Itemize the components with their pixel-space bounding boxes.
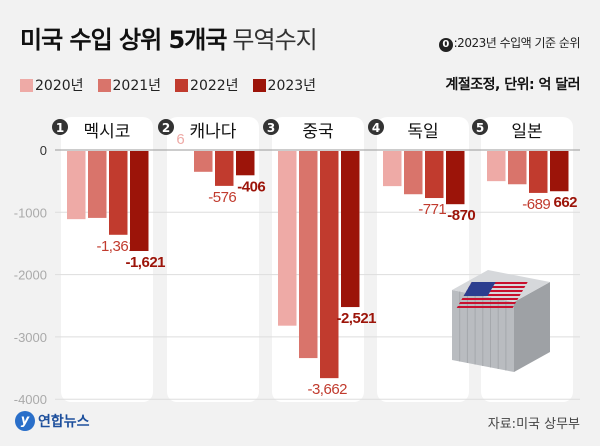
container-side bbox=[514, 282, 550, 372]
rank-badge-icon bbox=[52, 119, 68, 135]
rank-number: 1 bbox=[56, 121, 64, 135]
bar-2023 bbox=[446, 151, 465, 205]
y-tick-label: -4000 bbox=[14, 392, 47, 407]
shipping-container-icon bbox=[452, 270, 550, 372]
bar-2022 bbox=[215, 151, 234, 186]
bar-2020 bbox=[383, 151, 402, 187]
bar-2023 bbox=[236, 151, 255, 176]
legend: 2020년 2021년 2022년 2023년 bbox=[20, 75, 316, 95]
unit-note: 계절조정, 단위: 억 달러 bbox=[445, 77, 581, 93]
bar-2022 bbox=[425, 151, 444, 199]
bar-2021 bbox=[404, 151, 423, 195]
bar-2021 bbox=[194, 151, 213, 172]
data-label: -406 bbox=[237, 178, 265, 195]
bar-2022 bbox=[529, 151, 548, 193]
legend-item: 2023년 bbox=[252, 75, 317, 95]
country-label: 캐나다 bbox=[190, 122, 237, 142]
bar-2023 bbox=[341, 151, 360, 308]
legend-swatch bbox=[175, 78, 189, 92]
data-label: -3,662 bbox=[307, 381, 347, 398]
rank-badge-icon bbox=[158, 119, 174, 135]
data-label: -689 bbox=[522, 196, 550, 213]
bar-2023 bbox=[130, 151, 149, 251]
source-note: 자료:미국 상무부 bbox=[487, 417, 580, 432]
rank-number: 4 bbox=[372, 121, 380, 135]
legend-label: 2021년 bbox=[112, 78, 162, 94]
logo-text: 연합뉴스 bbox=[38, 414, 90, 430]
data-label: -2,521 bbox=[336, 310, 376, 327]
country-label: 일본 bbox=[511, 122, 542, 142]
legend-swatch bbox=[252, 78, 266, 92]
bar-2023 bbox=[550, 151, 569, 192]
data-label: -870 bbox=[447, 207, 475, 224]
rank-badge-icon bbox=[472, 119, 488, 135]
country-label: 중국 bbox=[302, 122, 333, 142]
data-label: -771 bbox=[418, 201, 446, 218]
data-label: 6 bbox=[176, 131, 184, 148]
legend-item: 2021년 bbox=[97, 75, 162, 95]
flag-stripe bbox=[456, 306, 514, 308]
country-label: 독일 bbox=[407, 122, 438, 142]
legend-label: 2020년 bbox=[35, 78, 84, 94]
flag-stripe bbox=[458, 302, 517, 304]
bar-2021 bbox=[299, 151, 318, 359]
data-label: -576 bbox=[208, 189, 236, 206]
bar-2021 bbox=[508, 151, 527, 185]
rank-number: 2 bbox=[162, 121, 170, 135]
bar-2020 bbox=[278, 151, 297, 326]
data-label: -1,621 bbox=[125, 254, 165, 271]
y-tick-label: -2000 bbox=[14, 268, 47, 283]
rank-badge-icon bbox=[263, 119, 279, 135]
rank-marker-icon: 0 bbox=[438, 38, 453, 52]
legend-swatch bbox=[20, 78, 33, 92]
bar-2020 bbox=[67, 151, 86, 220]
data-label: 662 bbox=[553, 194, 577, 211]
flag-stripe bbox=[461, 298, 519, 300]
rank-number: 3 bbox=[267, 121, 275, 135]
bar-2022 bbox=[320, 151, 339, 379]
data-label: -1,361 bbox=[96, 238, 136, 255]
legend-swatch bbox=[97, 78, 111, 92]
rank-badge-icon bbox=[368, 119, 384, 135]
country-label: 멕시코 bbox=[84, 122, 131, 142]
y-tick-label: -1000 bbox=[14, 205, 47, 220]
legend-label: 2022년 bbox=[190, 78, 239, 94]
bar-2020 bbox=[487, 151, 506, 182]
rank-number: 5 bbox=[476, 121, 484, 135]
logo-icon: y bbox=[15, 411, 35, 431]
rank-note-text: :2023년 수입액 기준 순위 bbox=[453, 36, 581, 50]
bar-2022 bbox=[109, 151, 128, 235]
legend-label: 2023년 bbox=[267, 78, 317, 94]
yonhap-logo: y 연합뉴스 bbox=[15, 411, 90, 431]
flag-canton bbox=[463, 282, 496, 296]
title-sub: 무역수지 bbox=[232, 26, 317, 54]
legend-item: 2022년 bbox=[175, 75, 239, 95]
y-tick-label: -3000 bbox=[14, 330, 47, 345]
category-panel bbox=[167, 117, 259, 402]
us-flag-icon bbox=[456, 282, 528, 308]
y-tick-label: 0 bbox=[40, 143, 47, 158]
bar-2021 bbox=[88, 151, 107, 218]
chart-title: 미국 수입 상위 5개국 무역수지 bbox=[20, 20, 318, 55]
legend-item: 2020년 bbox=[20, 75, 84, 95]
rank-note: 0:2023년 수입액 기준 순위 bbox=[438, 34, 581, 52]
title-main: 미국 수입 상위 5개국 bbox=[20, 26, 227, 54]
